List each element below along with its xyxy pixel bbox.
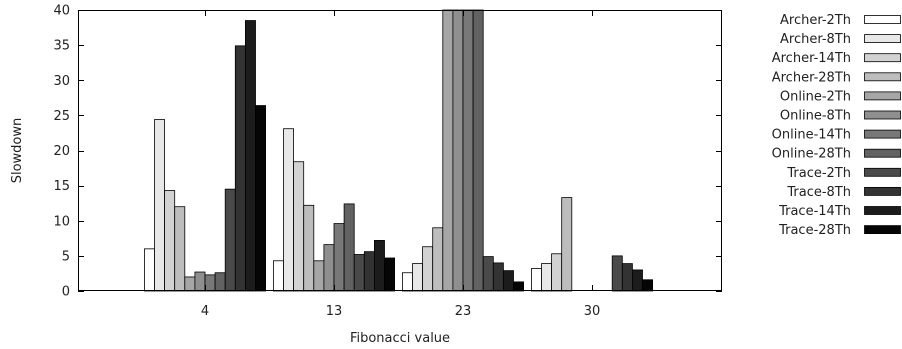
y-axis-ticks: 0 5 10 15 20 25 30 35 40 (53, 4, 722, 300)
bar-archer-28th-13 (303, 204, 315, 292)
y-tick-label: 20 (53, 144, 70, 159)
legend-label: Archer-8Th (780, 32, 851, 47)
bar-trace-14th-23 (502, 270, 514, 292)
bar-trace-2th-30 (611, 255, 623, 292)
bar-online-28th-13 (343, 203, 355, 292)
y-tick-label: 30 (53, 74, 70, 89)
plot-frame (78, 10, 722, 291)
bar-online-28th-23 (472, 9, 484, 292)
bar-archer-2th-13 (272, 260, 284, 292)
legend-swatch (864, 72, 901, 82)
legend-swatch (864, 186, 901, 196)
bar-trace-14th-4 (244, 20, 256, 292)
bar-online-2th-23 (442, 9, 454, 292)
bar-trace-8th-30 (621, 263, 633, 292)
bars-group (143, 9, 654, 292)
bar-archer-8th-30 (541, 263, 553, 292)
bar-trace-2th-4 (224, 188, 236, 292)
bar-trace-8th-4 (234, 45, 246, 292)
bar-online-14th-13 (333, 223, 345, 292)
bar-online-8th-4 (194, 271, 206, 292)
x-tick-label: 23 (455, 304, 472, 319)
bar-archer-2th-23 (401, 272, 413, 292)
y-tick-label: 5 (62, 249, 70, 264)
legend-label: Online-2Th (780, 89, 851, 104)
legend-swatch (864, 110, 901, 120)
legend-swatch (864, 129, 901, 139)
bar-trace-2th-23 (482, 256, 494, 292)
x-axis-label: Fibonacci value (350, 331, 450, 346)
bar-archer-28th-23 (432, 227, 444, 292)
bar-archer-14th-13 (293, 161, 305, 292)
bar-online-2th-13 (313, 260, 325, 292)
legend-swatch (864, 206, 901, 215)
legend-label: Trace-8Th (786, 185, 851, 200)
legend-label: Online-28Th (772, 147, 851, 162)
legend-swatch (864, 91, 901, 101)
bar-trace-14th-30 (632, 269, 643, 292)
bar-archer-2th-4 (143, 248, 155, 292)
legend-swatch (864, 53, 901, 63)
bar-trace-2th-13 (353, 254, 365, 292)
bar-trace-8th-23 (492, 262, 504, 292)
y-tick-label: 10 (53, 214, 70, 229)
bar-online-28th-4 (214, 272, 226, 292)
bar-archer-8th-4 (154, 119, 166, 292)
bar-online-14th-23 (462, 9, 474, 292)
legend-swatch (864, 225, 901, 235)
bar-trace-28th-23 (513, 281, 525, 292)
x-tick-label: 4 (201, 304, 209, 319)
y-tick-label: 40 (53, 4, 70, 19)
legend-label: Trace-28Th (778, 223, 851, 238)
x-tick-label: 13 (326, 304, 343, 319)
legend-label: Archer-2Th (780, 13, 851, 28)
bar-archer-8th-13 (283, 128, 295, 292)
legend-swatch (864, 15, 901, 24)
bar-archer-14th-4 (164, 190, 176, 292)
bar-trace-28th-30 (642, 279, 654, 292)
legend-label: Online-14Th (772, 128, 851, 143)
bar-archer-8th-23 (412, 263, 424, 292)
bar-online-14th-4 (204, 274, 216, 292)
bar-archer-2th-30 (531, 268, 542, 292)
y-tick-label: 25 (53, 109, 70, 124)
bar-archer-28th-30 (561, 197, 573, 292)
bar-online-2th-4 (184, 276, 196, 292)
bar-archer-28th-4 (174, 206, 186, 292)
y-axis-label: Slowdown (10, 118, 25, 184)
legend: Archer-2Th Archer-8Th Archer-14Th Archer-28… (772, 13, 901, 238)
y-tick-label: 0 (62, 285, 70, 300)
bar-archer-14th-23 (422, 246, 434, 292)
bar-trace-28th-4 (255, 105, 267, 292)
legend-swatch (864, 148, 901, 158)
y-tick-label: 35 (53, 39, 70, 54)
bar-trace-8th-13 (363, 251, 375, 292)
legend-label: Trace-2Th (786, 166, 851, 181)
bar-trace-28th-13 (384, 257, 396, 292)
y-tick-label: 15 (53, 179, 70, 194)
legend-swatch (864, 34, 901, 43)
legend-label: Archer-14Th (772, 51, 851, 66)
legend-label: Online-8Th (780, 109, 851, 124)
legend-label: Archer-28Th (772, 70, 851, 85)
bar-archer-14th-30 (551, 253, 563, 292)
bar-trace-14th-13 (373, 240, 385, 292)
bar-online-8th-23 (452, 9, 464, 292)
legend-swatch (864, 167, 901, 177)
x-axis-ticks: 4 13 23 30 (201, 10, 600, 319)
legend-label: Trace-14Th (778, 204, 851, 219)
bar-online-8th-13 (323, 244, 335, 292)
x-tick-label: 30 (584, 304, 601, 319)
